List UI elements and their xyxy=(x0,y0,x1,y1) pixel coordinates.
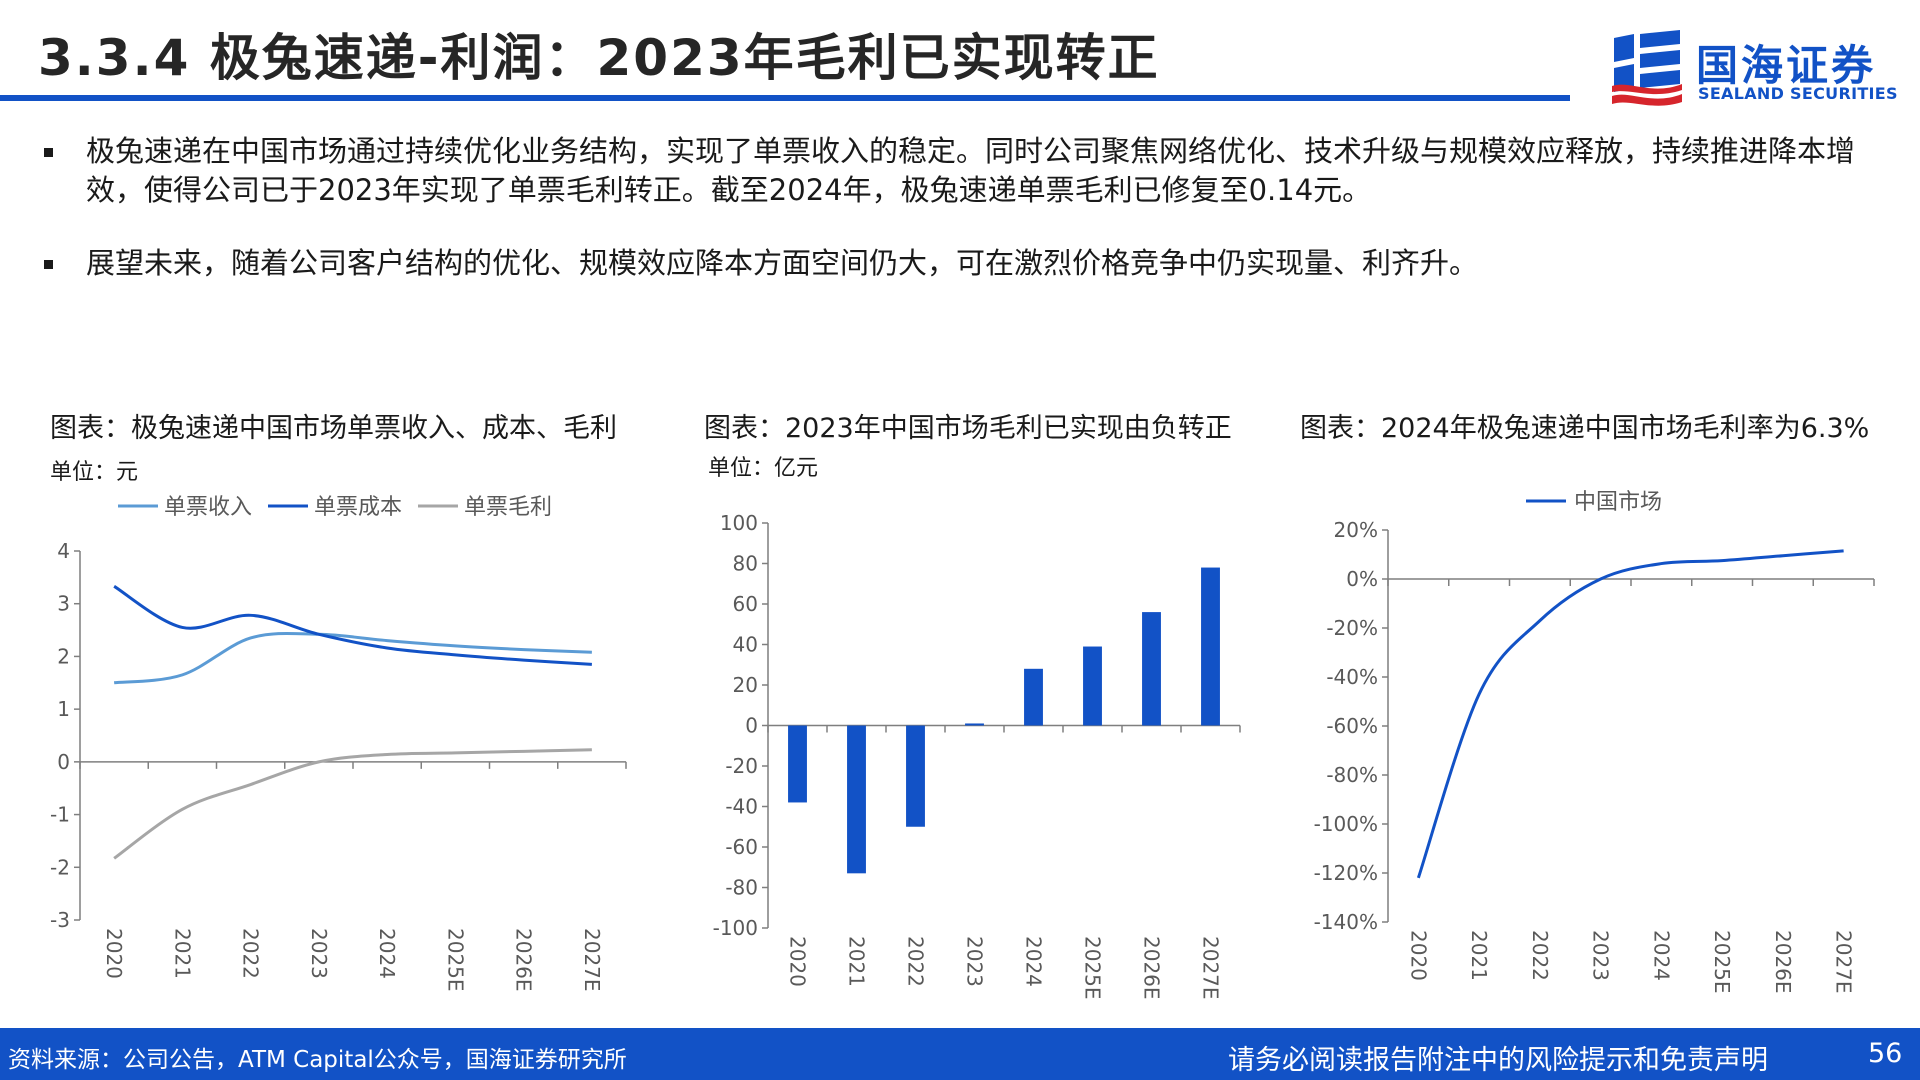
chart2-x-tick-label: 2020 xyxy=(786,936,810,987)
chart2-y-tick-label: 60 xyxy=(733,592,758,616)
chart2-x-tick-label: 2022 xyxy=(904,936,928,987)
chart2-x-tick-label: 2021 xyxy=(845,936,869,987)
source-note: 资料来源：公司公告，ATM Capital公众号，国海证券研究所 xyxy=(8,1047,627,1073)
chart3-y-tick-label: -40% xyxy=(1326,665,1378,689)
chart2-y-tick-label: 80 xyxy=(733,552,758,576)
bullet-text: 展望未来，随着公司客户结构的优化、规模效应降本方面空间仍大，可在激烈价格竞争中仍… xyxy=(86,246,1479,280)
chart2-bar xyxy=(788,725,807,803)
chart2-bar xyxy=(1024,668,1043,726)
page-title: 3.3.4 极兔速递-利润：2023年毛利已实现转正 xyxy=(38,29,1160,87)
chart2-x-tick-label: 2027E xyxy=(1199,936,1223,1000)
chart2-unit: 单位：亿元 xyxy=(708,456,819,481)
chart1-legend-label: 单票毛利 xyxy=(464,495,552,520)
chart3-legend-label: 中国市场 xyxy=(1574,490,1662,515)
chart1-x-tick-label: 2025E xyxy=(443,928,467,992)
chart1-series-line xyxy=(113,585,592,666)
chart1-title: 图表：极兔速递中国市场单票收入、成本、毛利 xyxy=(50,413,617,444)
chart2-y-tick-label: 100 xyxy=(720,511,758,535)
chart3-x-tick-label: 2022 xyxy=(1528,930,1552,981)
chart2-y-tick-label: -40 xyxy=(725,795,758,819)
chart3-y-tick-label: 0% xyxy=(1346,567,1378,591)
bullet-square-icon xyxy=(44,260,53,269)
chart2-y-tick-label: 0 xyxy=(745,714,758,738)
chart1-x-tick-label: 2022 xyxy=(239,928,263,979)
page-number: 56 xyxy=(1868,1038,1903,1069)
brand-logo: 国海证券 SEALAND SECURITIES xyxy=(1612,30,1902,108)
chart3-x-tick-label: 2027E xyxy=(1832,930,1856,994)
bullet-item: 极兔速递在中国市场通过持续优化业务结构，实现了单票收入的稳定。同时公司聚焦网络优… xyxy=(40,132,1880,210)
brand-name-en: SEALAND SECURITIES xyxy=(1698,84,1898,103)
chart3-x-tick-label: 2024 xyxy=(1649,930,1673,981)
chart3-y-tick-label: -120% xyxy=(1314,861,1378,885)
bullet-square-icon xyxy=(44,148,53,157)
chart1-x-tick-label: 2021 xyxy=(170,928,194,979)
title-underline xyxy=(0,95,1570,101)
chart2-x-tick-label: 2024 xyxy=(1022,936,1046,987)
chart2-bar xyxy=(1201,567,1220,726)
chart3-x-tick-label: 2020 xyxy=(1406,930,1430,981)
chart3-y-tick-label: -100% xyxy=(1314,812,1378,836)
chart1-y-tick-label: 4 xyxy=(57,539,70,563)
chart1-legend-label: 单票成本 xyxy=(314,495,402,520)
chart2-y-tick-label: -60 xyxy=(725,835,758,859)
chart3-y-tick-label: -20% xyxy=(1326,616,1378,640)
chart3-x-tick-label: 2021 xyxy=(1467,930,1491,981)
chart1-y-tick-label: -1 xyxy=(50,803,70,827)
chart3-y-tick-label: -80% xyxy=(1326,763,1378,787)
chart1-x-tick-label: 2027E xyxy=(580,928,604,992)
chart1-y-tick-label: -2 xyxy=(50,855,70,879)
chart2-x-tick-label: 2023 xyxy=(963,936,987,987)
chart2-bar xyxy=(847,725,866,874)
disclaimer: 请务必阅读报告附注中的风险提示和免责声明 xyxy=(1228,1045,1768,1076)
chart2-y-tick-label: -80 xyxy=(725,876,758,900)
brand-name-cn: 国海证券 xyxy=(1696,41,1877,90)
chart1-x-tick-label: 2024 xyxy=(375,928,399,979)
chart3-y-tick-label: -140% xyxy=(1314,910,1378,934)
chart1-y-tick-label: -3 xyxy=(50,908,70,932)
chart1-unit: 单位：元 xyxy=(50,460,139,485)
chart1-series-line xyxy=(113,631,592,685)
chart1-y-tick-label: 2 xyxy=(57,644,70,668)
chart1-y-tick-label: 3 xyxy=(57,592,70,616)
chart3-y-tick-label: 20% xyxy=(1334,518,1378,542)
chart2-y-tick-label: -100 xyxy=(713,916,758,940)
chart3-x-tick-label: 2026E xyxy=(1771,930,1795,994)
chart2-y-tick-label: 20 xyxy=(733,673,758,697)
chart2-x-tick-label: 2025E xyxy=(1081,936,1105,1000)
chart3-series-line xyxy=(1416,549,1844,879)
chart1-y-tick-label: 1 xyxy=(57,697,70,721)
chart2-y-tick-label: 40 xyxy=(733,633,758,657)
chart3-y-tick-label: -60% xyxy=(1326,714,1378,738)
chart2-bar xyxy=(965,723,984,726)
footer-bar: 资料来源：公司公告，ATM Capital公众号，国海证券研究所 请务必阅读报告… xyxy=(0,1028,1920,1080)
bullet-list: 极兔速递在中国市场通过持续优化业务结构，实现了单票收入的稳定。同时公司聚焦网络优… xyxy=(40,132,1880,317)
chart1-legend-label: 单票收入 xyxy=(164,495,252,520)
chart2-y-tick-label: -20 xyxy=(725,754,758,778)
chart3-x-tick-label: 2023 xyxy=(1589,930,1613,981)
bullet-item: 展望未来，随着公司客户结构的优化、规模效应降本方面空间仍大，可在激烈价格竞争中仍… xyxy=(40,244,1880,283)
chart1-series-line xyxy=(113,748,592,860)
chart3-title: 图表：2024年极兔速递中国市场毛利率为6.3% xyxy=(1300,413,1870,444)
chart2-bar xyxy=(1083,646,1102,726)
sealand-logo-icon xyxy=(1612,30,1682,106)
chart1-y-tick-label: 0 xyxy=(57,750,70,774)
bullet-text: 极兔速递在中国市场通过持续优化业务结构，实现了单票收入的稳定。同时公司聚焦网络优… xyxy=(86,134,1856,207)
chart2-x-tick-label: 2026E xyxy=(1140,936,1164,1000)
chart2-bar xyxy=(1142,612,1161,726)
chart2-bar xyxy=(906,725,925,827)
chart1-x-tick-label: 2020 xyxy=(102,928,126,979)
chart3-x-tick-label: 2025E xyxy=(1710,930,1734,994)
chart1-x-tick-label: 2026E xyxy=(512,928,536,992)
chart2-title: 图表：2023年中国市场毛利已实现由负转正 xyxy=(704,413,1232,444)
chart1-x-tick-label: 2023 xyxy=(307,928,331,979)
